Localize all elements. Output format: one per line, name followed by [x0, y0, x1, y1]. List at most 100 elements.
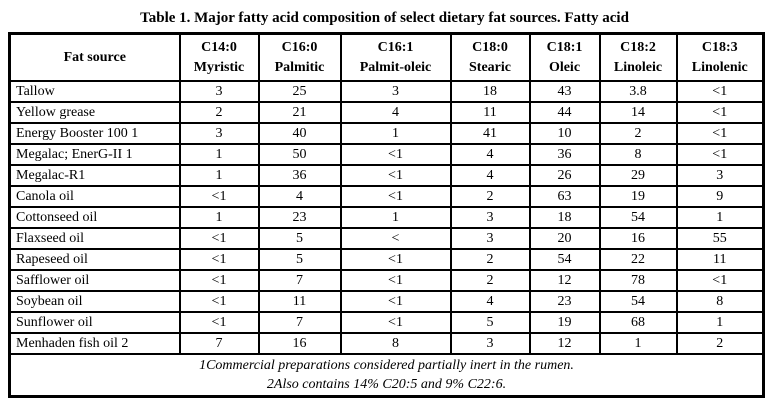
value-cell: 10 [528, 122, 601, 145]
value-cell: 3 [675, 164, 765, 187]
value-cell: 2 [449, 185, 531, 208]
value-cell: 2 [675, 332, 765, 355]
table-row: Yellow grease 2 21 4 11 44 14 <1 [8, 101, 765, 124]
table-body: Tallow 3 25 3 18 43 3.8 <1 Yellow grease 2 21 4 11 44… [8, 80, 765, 355]
value-cell: 16 [257, 332, 342, 355]
value-cell: <1 [178, 248, 260, 271]
col-header-label: Oleic [548, 59, 581, 75]
table-row: Menhaden fish oil 2 7 16 8 3 12 1 2 [8, 332, 765, 355]
fat-source-cell: Soybean oil [8, 290, 181, 313]
value-cell: 5 [257, 227, 342, 250]
value-cell: 12 [528, 269, 601, 292]
col-header-c16-0: C16:0 Palmitic [257, 32, 342, 82]
value-cell: 8 [598, 143, 678, 166]
value-cell: 3.8 [598, 80, 678, 103]
value-cell: 23 [528, 290, 601, 313]
value-cell: 11 [675, 248, 765, 271]
footnote-line-1: 1Commercial preparations considered part… [199, 358, 574, 373]
col-header-label: Linolenic [691, 59, 748, 75]
fat-source-cell: Canola oil [8, 185, 181, 208]
value-cell: <1 [675, 80, 765, 103]
value-cell: 5 [449, 311, 531, 334]
value-cell: 19 [528, 311, 601, 334]
value-cell: 23 [257, 206, 342, 229]
col-header-code: C18:3 [701, 39, 738, 55]
value-cell: 5 [257, 248, 342, 271]
fat-source-cell: Menhaden fish oil 2 [8, 332, 181, 355]
value-cell: 40 [257, 122, 342, 145]
value-cell: 22 [598, 248, 678, 271]
value-cell: 2 [449, 269, 531, 292]
col-header-c16-1: C16:1 Palmit-oleic [339, 32, 452, 82]
value-cell: 26 [528, 164, 601, 187]
value-cell: 7 [257, 311, 342, 334]
value-cell: 1 [178, 206, 260, 229]
value-cell: <1 [675, 143, 765, 166]
value-cell: 1 [675, 311, 765, 334]
fat-source-cell: Flaxseed oil [8, 227, 181, 250]
fat-source-cell: Megalac-R1 [8, 164, 181, 187]
value-cell: 3 [449, 332, 531, 355]
col-header-label: Palmit-oleic [359, 59, 432, 75]
value-cell: <1 [339, 269, 452, 292]
value-cell: 1 [675, 206, 765, 229]
value-cell: 8 [339, 332, 452, 355]
value-cell: <1 [675, 269, 765, 292]
value-cell: < [339, 227, 452, 250]
col-header-label: Linoleic [613, 59, 663, 75]
fat-source-cell: Rapeseed oil [8, 248, 181, 271]
table-row: Soybean oil <1 11 <1 4 23 54 8 [8, 290, 765, 313]
col-header-c18-1: C18:1 Oleic [528, 32, 601, 82]
header-row: Fat source C14:0 Myristic C16:0 Palmitic… [8, 32, 765, 82]
value-cell: 16 [598, 227, 678, 250]
col-header-code: C18:1 [546, 39, 583, 55]
col-header-code: C14:0 [201, 39, 237, 55]
value-cell: <1 [178, 185, 260, 208]
value-cell: 43 [528, 80, 601, 103]
col-header-label: Fat source [63, 49, 126, 65]
fat-source-cell: Cottonseed oil [8, 206, 181, 229]
value-cell: 1 [598, 332, 678, 355]
col-header-c14-0: C14:0 Myristic [178, 32, 260, 82]
value-cell: 4 [449, 290, 531, 313]
value-cell: 54 [598, 290, 678, 313]
value-cell: 9 [675, 185, 765, 208]
col-header-code: C16:1 [377, 39, 414, 55]
value-cell: <1 [339, 311, 452, 334]
value-cell: 1 [178, 164, 260, 187]
fat-source-cell: Energy Booster 100 1 [8, 122, 181, 145]
value-cell: 41 [449, 122, 531, 145]
col-header-code: C18:2 [620, 39, 656, 55]
value-cell: 4 [339, 101, 452, 124]
value-cell: 20 [528, 227, 601, 250]
value-cell: 4 [449, 143, 531, 166]
col-header-label: Palmitic [274, 59, 325, 75]
value-cell: <1 [339, 185, 452, 208]
table-row: Megalac-R1 1 36 <1 4 26 29 3 [8, 164, 765, 187]
footnote-cell: 1Commercial preparations considered part… [8, 353, 765, 398]
value-cell: 12 [528, 332, 601, 355]
value-cell: 1 [178, 143, 260, 166]
value-cell: 36 [257, 164, 342, 187]
value-cell: 3 [178, 122, 260, 145]
value-cell: 4 [449, 164, 531, 187]
value-cell: <1 [339, 290, 452, 313]
value-cell: 7 [178, 332, 260, 355]
footnote-row: 1Commercial preparations considered part… [8, 353, 765, 398]
fat-source-cell: Yellow grease [8, 101, 181, 124]
value-cell: 63 [528, 185, 601, 208]
value-cell: 54 [598, 206, 678, 229]
value-cell: <1 [339, 248, 452, 271]
table-row: Sunflower oil <1 7 <1 5 19 68 1 [8, 311, 765, 334]
value-cell: 1 [339, 206, 452, 229]
value-cell: 4 [257, 185, 342, 208]
value-cell: 44 [528, 101, 601, 124]
value-cell: <1 [178, 311, 260, 334]
value-cell: 36 [528, 143, 601, 166]
col-header-label: Myristic [193, 59, 245, 75]
value-cell: 3 [339, 80, 452, 103]
table-row: Rapeseed oil <1 5 <1 2 54 22 11 [8, 248, 765, 271]
col-header-label: Stearic [469, 59, 511, 75]
col-header-c18-2: C18:2 Linoleic [598, 32, 678, 82]
value-cell: 18 [528, 206, 601, 229]
